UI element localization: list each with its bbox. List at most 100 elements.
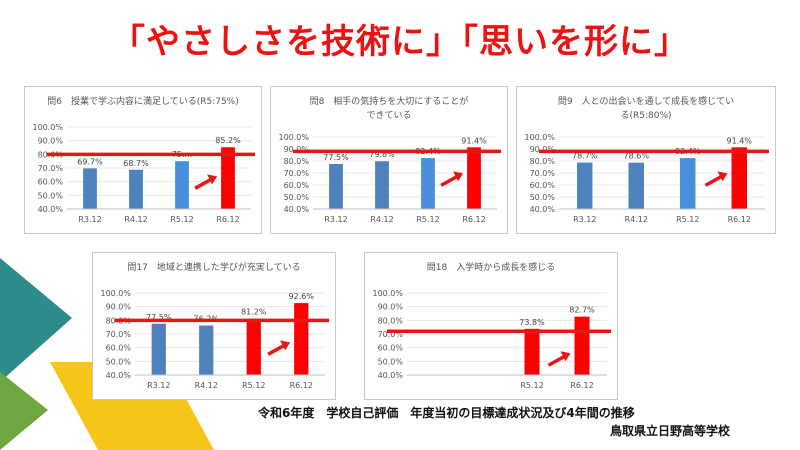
y-tick-label: 40.0%	[106, 371, 132, 380]
y-tick-label: 50.0%	[530, 193, 556, 202]
y-tick-label: 70.0%	[284, 169, 310, 178]
y-tick-label: 100.0%	[524, 133, 555, 142]
x-tick-label: R5.12	[242, 381, 265, 390]
y-tick-label: 90.0%	[284, 145, 310, 154]
bar	[329, 164, 343, 209]
y-tick-label: 80.0%	[530, 157, 556, 166]
bar	[294, 303, 309, 375]
x-tick-label: R4.12	[195, 381, 218, 390]
data-label: 78.7%	[572, 152, 598, 161]
x-tick-label: R6.12	[290, 381, 313, 390]
bar	[577, 162, 593, 209]
y-tick-label: 100.0%	[372, 289, 403, 298]
x-tick-label: R3.12	[147, 381, 170, 390]
y-tick-label: 40.0%	[284, 205, 310, 214]
y-tick-label: 80.0%	[378, 316, 404, 325]
y-tick-label: 90.0%	[530, 145, 556, 154]
trend-arrow-head	[280, 340, 291, 351]
data-label: 77.5%	[146, 313, 172, 322]
chart-panel-q6: 問6 授業で学ぶ内容に満足している(R5:75%) 40.0% 50.0% 60.0%…	[24, 86, 262, 234]
y-tick-label: 80.0%	[284, 157, 310, 166]
data-label: 78.6%	[624, 152, 650, 161]
bar	[151, 323, 166, 375]
data-label: 68.7%	[123, 159, 149, 168]
bar	[246, 318, 261, 375]
bar	[467, 147, 481, 209]
chart-title-line: る(R5:80%)	[620, 110, 671, 121]
chart-title-line: できている	[366, 110, 411, 121]
data-label: 85.2%	[215, 136, 241, 145]
trend-arrow-head	[717, 171, 728, 182]
chart-q17: 問17 地域と連携した学びが充実している 40.0% 50.0% 60.0% 70.0%…	[100, 261, 329, 390]
x-tick-label: R5.12	[416, 215, 439, 224]
chart-panel-q8: 問8 相手の気持ちを大切にすることが できている 40.0% 50.0% 60.0% 70…	[270, 86, 508, 234]
trend-arrow-head	[560, 351, 571, 362]
x-tick-label: R4.12	[625, 215, 648, 224]
y-tick-label: 60.0%	[530, 181, 556, 190]
x-tick-label: R3.12	[78, 215, 101, 224]
x-tick-label: R3.12	[324, 215, 347, 224]
chart-q6: 問6 授業で学ぶ内容に満足している(R5:75%) 40.0% 50.0% 60.0%…	[32, 95, 255, 224]
chart-panel-q18: 問18 入学時から成長を感じる 40.0% 50.0% 60.0% 70.0% 80.0%…	[364, 252, 618, 400]
bar	[524, 328, 540, 375]
bar	[221, 147, 235, 209]
y-tick-label: 50.0%	[106, 357, 132, 366]
trend-arrow-head	[207, 174, 218, 185]
y-tick-label: 40.0%	[530, 205, 556, 214]
y-tick-label: 70.0%	[530, 169, 556, 178]
y-tick-label: 70.0%	[106, 330, 132, 339]
bar	[731, 147, 747, 209]
data-label: 91.4%	[727, 136, 753, 145]
data-label: 92.6%	[289, 292, 315, 301]
school-name: 鳥取県立日野高等学校	[610, 424, 731, 438]
x-tick-label: R4.12	[124, 215, 147, 224]
y-tick-label: 70.0%	[38, 164, 64, 173]
data-label: 69.7%	[77, 157, 103, 166]
green-triangle-shape	[0, 372, 48, 450]
x-tick-label: R5.12	[520, 381, 543, 390]
y-tick-label: 100.0%	[278, 133, 309, 142]
x-tick-label: R6.12	[570, 381, 593, 390]
bar	[175, 161, 189, 209]
x-tick-label: R6.12	[462, 215, 485, 224]
bar	[199, 325, 214, 375]
y-tick-label: 40.0%	[38, 205, 64, 214]
data-label: 73.8%	[519, 318, 545, 327]
chart-title-line: 問8 相手の気持ちを大切にすることが	[310, 95, 469, 107]
y-tick-label: 60.0%	[106, 344, 132, 353]
y-tick-label: 100.0%	[100, 289, 131, 298]
bar	[421, 158, 435, 209]
x-tick-label: R6.12	[728, 215, 751, 224]
chart-title-line: 問18 入学時から成長を感じる	[427, 261, 555, 273]
teal-triangle-shape	[0, 258, 72, 382]
chart-title-line: 問6 授業で学ぶ内容に満足している(R5:75%)	[47, 95, 239, 107]
y-tick-label: 50.0%	[378, 357, 404, 366]
y-tick-label: 60.0%	[38, 178, 64, 187]
data-label: 82.7%	[569, 306, 595, 315]
y-tick-label: 90.0%	[378, 303, 404, 312]
chart-q18: 問18 入学時から成長を感じる 40.0% 50.0% 60.0% 70.0% 80.0%…	[372, 261, 611, 390]
y-tick-label: 90.0%	[106, 303, 132, 312]
x-tick-label: R5.12	[676, 215, 699, 224]
bar	[375, 161, 389, 209]
y-tick-label: 50.0%	[284, 193, 310, 202]
data-label: 91.4%	[461, 136, 487, 145]
data-label: 81.2%	[241, 308, 267, 317]
y-tick-label: 40.0%	[378, 371, 404, 380]
chart-panel-q9: 問9 人との出会いを通して成長を感じてい る(R5:80%) 40.0% 50.0% 6…	[516, 86, 776, 234]
y-tick-label: 60.0%	[378, 344, 404, 353]
bar	[83, 168, 97, 209]
chart-panel-q17: 問17 地域と連携した学びが充実している 40.0% 50.0% 60.0% 70.0%…	[92, 252, 336, 400]
trend-arrow-head	[453, 171, 464, 182]
x-tick-label: R5.12	[170, 215, 193, 224]
bar	[628, 162, 644, 209]
chart-title-line: 問9 人との出会いを通して成長を感じてい	[558, 95, 734, 107]
x-tick-label: R4.12	[370, 215, 393, 224]
bar	[680, 158, 696, 209]
x-tick-label: R3.12	[573, 215, 596, 224]
y-tick-label: 100.0%	[32, 123, 63, 132]
slide-title: 「やさしさを技術に」「思いを形に」	[111, 22, 689, 62]
x-tick-label: R6.12	[216, 215, 239, 224]
